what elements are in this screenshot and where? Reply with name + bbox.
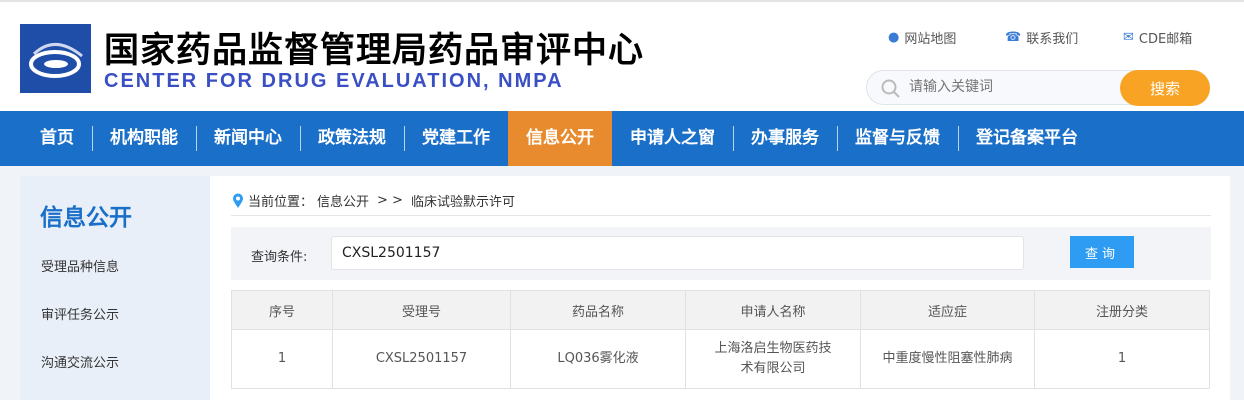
nav-registration[interactable]: 登记备案平台 bbox=[958, 111, 1096, 166]
nav-feedback[interactable]: 监督与反馈 bbox=[837, 111, 958, 166]
sidebar-item[interactable]: 受理品种信息 bbox=[41, 260, 120, 275]
search-button[interactable]: 搜索 bbox=[1120, 70, 1210, 106]
site-title: 国家药品监督管理局药品审评中心 bbox=[104, 31, 645, 71]
search-icon bbox=[881, 79, 900, 98]
nav-applicant[interactable]: 申请人之窗 bbox=[630, 128, 715, 148]
nav-info[interactable]: 信息公开 bbox=[508, 111, 612, 166]
header: 国家药品监督管理局药品审评中心 CENTER FOR DRUG EVALUATI… bbox=[0, 0, 1244, 111]
search-box: 搜索 bbox=[866, 70, 1210, 106]
mail-link[interactable]: ✉ CDE邮箱 bbox=[1123, 30, 1193, 47]
map-pin-icon: ● bbox=[888, 30, 900, 45]
sidebar-title: 信息公开 bbox=[40, 205, 132, 231]
mail-icon: ✉ bbox=[1123, 30, 1134, 45]
breadcrumb-link[interactable]: 信息公开 bbox=[317, 195, 370, 210]
query-button[interactable]: 查询 bbox=[1070, 236, 1134, 268]
query-form: 查询条件: 查询 bbox=[231, 227, 1211, 280]
location-icon bbox=[233, 193, 243, 208]
site-subtitle: CENTER FOR DRUG EVALUATION, NMPA bbox=[104, 70, 564, 92]
query-input[interactable] bbox=[331, 236, 1024, 270]
main-content: 当前位置： 信息公开 > > 临床试验默示许可 查询条件: 查询 序号 受理号 … bbox=[210, 176, 1230, 400]
nav-home[interactable]: 首页 bbox=[40, 128, 74, 148]
results-table: 序号 受理号 药品名称 申请人名称 适应症 注册分类 1 CXSL2501157… bbox=[231, 290, 1210, 389]
contact-link[interactable]: ☎ 联系我们 bbox=[1005, 30, 1079, 47]
breadcrumb: 当前位置： 信息公开 > > 临床试验默示许可 bbox=[232, 191, 515, 210]
sidebar-item[interactable]: 沟通交流公示 bbox=[41, 356, 120, 371]
main-nav: 首页 机构职能 新闻中心 政策法规 党建工作 信息公开 申请人之窗 办事服务 监… bbox=[0, 111, 1244, 166]
nav-news[interactable]: 新闻中心 bbox=[196, 111, 300, 166]
search-input[interactable] bbox=[909, 78, 1109, 94]
sitemap-link[interactable]: ● 网站地图 bbox=[888, 30, 957, 47]
table-row[interactable]: 1 CXSL2501157 LQ036雾化液 上海洛启生物医药技术有限公司 中重… bbox=[231, 329, 1210, 389]
breadcrumb-current: 临床试验默示许可 bbox=[410, 195, 515, 210]
divider bbox=[231, 215, 1211, 216]
sidebar: 信息公开 受理品种信息 审评任务公示 沟通交流公示 bbox=[20, 176, 210, 400]
nav-services[interactable]: 办事服务 bbox=[733, 111, 837, 166]
sidebar-item[interactable]: 审评任务公示 bbox=[41, 308, 120, 323]
nav-party[interactable]: 党建工作 bbox=[404, 111, 508, 166]
nav-policy[interactable]: 政策法规 bbox=[300, 111, 404, 166]
table-header: 序号 受理号 药品名称 申请人名称 适应症 注册分类 bbox=[231, 290, 1210, 330]
phone-icon: ☎ bbox=[1005, 30, 1022, 45]
nav-functions[interactable]: 机构职能 bbox=[92, 111, 196, 166]
cde-logo[interactable] bbox=[20, 24, 91, 93]
query-label: 查询条件: bbox=[251, 250, 308, 265]
